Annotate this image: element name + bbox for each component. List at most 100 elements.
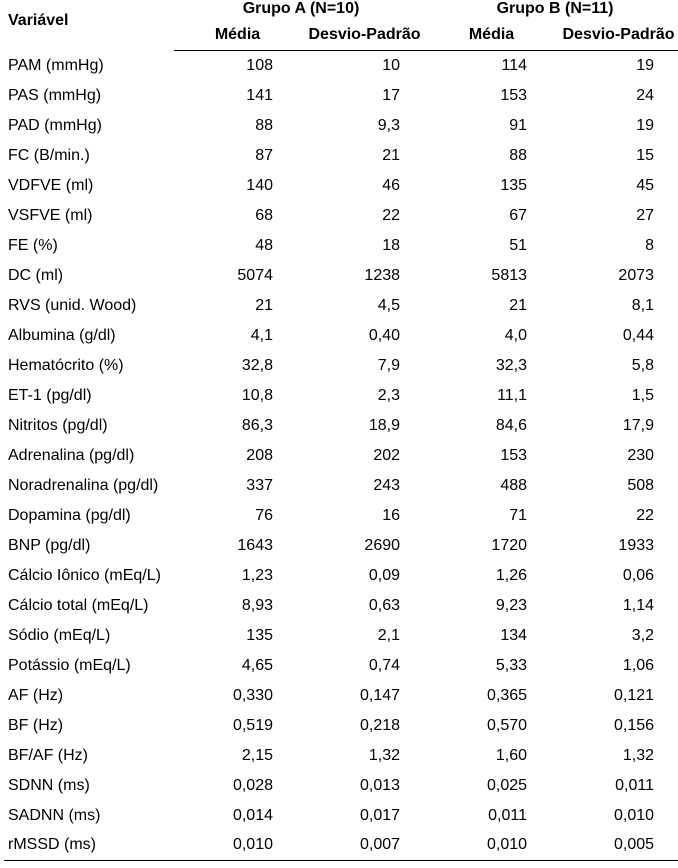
cell-group-a-mean: 5074 [174, 261, 301, 291]
cell-group-a-mean: 108 [174, 51, 301, 81]
cell-variable: DC (ml) [4, 261, 174, 291]
cell-group-b-mean: 0,025 [428, 771, 555, 801]
cell-group-a-sd: 0,017 [301, 801, 428, 831]
cell-variable: rMSSD (ms) [4, 831, 174, 861]
cell-group-b-mean: 0,365 [428, 681, 555, 711]
col-header-group-a: Grupo A (N=10) [174, 0, 428, 26]
cell-variable: SDNN (ms) [4, 771, 174, 801]
cell-variable: Adrenalina (pg/dl) [4, 441, 174, 471]
table-row: BNP (pg/dl)1643269017201933 [4, 531, 678, 561]
cell-group-b-sd: 8,1 [555, 291, 678, 321]
table-row: Albumina (g/dl)4,10,404,00,44 [4, 321, 678, 351]
cell-group-b-mean: 134 [428, 621, 555, 651]
col-header-mean-a: Média [174, 26, 301, 51]
cell-group-b-sd: 0,010 [555, 801, 678, 831]
cell-group-b-sd: 45 [555, 171, 678, 201]
cell-group-a-sd: 202 [301, 441, 428, 471]
table-row: SDNN (ms)0,0280,0130,0250,011 [4, 771, 678, 801]
cell-group-b-sd: 0,06 [555, 561, 678, 591]
table-row: PAS (mmHg)1411715324 [4, 81, 678, 111]
table-row: DC (ml)5074123858132073 [4, 261, 678, 291]
table-row: Adrenalina (pg/dl)208202153230 [4, 441, 678, 471]
cell-group-a-mean: 140 [174, 171, 301, 201]
table-row: Sódio (mEq/L)1352,11343,2 [4, 621, 678, 651]
cell-group-a-mean: 0,014 [174, 801, 301, 831]
table-row: Hematócrito (%)32,87,932,35,8 [4, 351, 678, 381]
col-header-variable: Variável [4, 0, 174, 51]
table-header: Variável Grupo A (N=10) Grupo B (N=11) M… [4, 0, 678, 51]
cell-group-a-mean: 337 [174, 471, 301, 501]
cell-variable: BNP (pg/dl) [4, 531, 174, 561]
cell-variable: Hematócrito (%) [4, 351, 174, 381]
cell-group-b-mean: 51 [428, 231, 555, 261]
cell-group-b-sd: 1,14 [555, 591, 678, 621]
cell-group-a-mean: 68 [174, 201, 301, 231]
cell-variable: BF/AF (Hz) [4, 741, 174, 771]
cell-group-a-sd: 21 [301, 141, 428, 171]
cell-group-b-sd: 1,5 [555, 381, 678, 411]
cell-group-a-sd: 2,3 [301, 381, 428, 411]
table-row: Cálcio Iônico (mEq/L)1,230,091,260,06 [4, 561, 678, 591]
cell-group-a-sd: 0,007 [301, 831, 428, 861]
cell-group-b-sd: 19 [555, 111, 678, 141]
table-row: Potássio (mEq/L)4,650,745,331,06 [4, 651, 678, 681]
cell-group-a-mean: 4,1 [174, 321, 301, 351]
cell-variable: RVS (unid. Wood) [4, 291, 174, 321]
cell-group-a-sd: 2690 [301, 531, 428, 561]
cell-group-a-mean: 2,15 [174, 741, 301, 771]
cell-variable: PAM (mmHg) [4, 51, 174, 81]
cell-group-b-sd: 508 [555, 471, 678, 501]
cell-group-a-sd: 0,218 [301, 711, 428, 741]
cell-group-a-sd: 0,013 [301, 771, 428, 801]
cell-variable: BF (Hz) [4, 711, 174, 741]
cell-group-b-sd: 0,011 [555, 771, 678, 801]
cell-group-a-mean: 88 [174, 111, 301, 141]
cell-group-b-mean: 1720 [428, 531, 555, 561]
cell-variable: Dopamina (pg/dl) [4, 501, 174, 531]
table-row: Nitritos (pg/dl)86,318,984,617,9 [4, 411, 678, 441]
table-row: PAM (mmHg)1081011419 [4, 51, 678, 81]
cell-group-a-mean: 4,65 [174, 651, 301, 681]
table-row: BF (Hz)0,5190,2180,5700,156 [4, 711, 678, 741]
cell-variable: VDFVE (ml) [4, 171, 174, 201]
cell-group-a-sd: 18 [301, 231, 428, 261]
cell-group-a-sd: 22 [301, 201, 428, 231]
cell-group-a-sd: 4,5 [301, 291, 428, 321]
cell-variable: Cálcio total (mEq/L) [4, 591, 174, 621]
cell-group-a-sd: 2,1 [301, 621, 428, 651]
cell-group-a-sd: 1238 [301, 261, 428, 291]
cell-group-a-mean: 21 [174, 291, 301, 321]
cell-group-a-sd: 0,40 [301, 321, 428, 351]
cell-group-b-sd: 1,06 [555, 651, 678, 681]
cell-group-b-sd: 8 [555, 231, 678, 261]
table-row: FE (%)4818518 [4, 231, 678, 261]
cell-group-b-mean: 4,0 [428, 321, 555, 351]
cell-group-a-mean: 1,23 [174, 561, 301, 591]
cell-variable: PAS (mmHg) [4, 81, 174, 111]
cell-group-b-sd: 2073 [555, 261, 678, 291]
table-row: RVS (unid. Wood)214,5218,1 [4, 291, 678, 321]
cell-group-b-mean: 5813 [428, 261, 555, 291]
cell-group-a-mean: 86,3 [174, 411, 301, 441]
table-row: Cálcio total (mEq/L)8,930,639,231,14 [4, 591, 678, 621]
table-row: Noradrenalina (pg/dl)337243488508 [4, 471, 678, 501]
cell-group-a-mean: 1643 [174, 531, 301, 561]
cell-group-a-mean: 48 [174, 231, 301, 261]
cell-variable: Cálcio Iônico (mEq/L) [4, 561, 174, 591]
cell-group-a-sd: 9,3 [301, 111, 428, 141]
cell-variable: Noradrenalina (pg/dl) [4, 471, 174, 501]
cell-group-b-mean: 67 [428, 201, 555, 231]
cell-group-a-sd: 46 [301, 171, 428, 201]
cell-group-b-mean: 5,33 [428, 651, 555, 681]
cell-group-b-sd: 24 [555, 81, 678, 111]
cell-group-b-sd: 1933 [555, 531, 678, 561]
cell-group-a-sd: 0,63 [301, 591, 428, 621]
cell-group-a-sd: 18,9 [301, 411, 428, 441]
cell-group-b-sd: 5,8 [555, 351, 678, 381]
cell-variable: FC (B/min.) [4, 141, 174, 171]
cell-group-b-mean: 135 [428, 171, 555, 201]
cell-group-b-mean: 1,26 [428, 561, 555, 591]
cell-group-a-sd: 1,32 [301, 741, 428, 771]
table-row: Dopamina (pg/dl)76167122 [4, 501, 678, 531]
col-header-sd-b: Desvio-Padrão [555, 26, 678, 51]
